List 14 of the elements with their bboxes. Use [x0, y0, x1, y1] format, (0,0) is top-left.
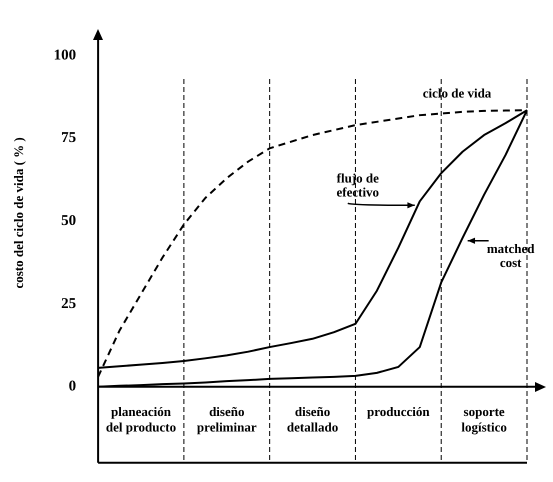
x-tick-label: diseño detallado	[286, 404, 338, 435]
series-label: ciclo de vida	[422, 86, 492, 101]
y-tick-label: 100	[54, 47, 76, 64]
y-tick-label: 50	[61, 213, 76, 230]
x-tick-label: producción	[367, 404, 430, 419]
y-tick-label: 75	[61, 130, 76, 146]
x-tick-label: diseño preliminar	[196, 404, 257, 435]
x-tick-label: planeación del producto	[106, 404, 176, 435]
legend-label: matched cost	[486, 241, 536, 270]
y-tick-label: 25	[61, 296, 76, 312]
x-tick-label: soporte logístico	[461, 404, 507, 435]
y-tick-label: 0	[68, 378, 76, 395]
y-axis-title: costo del ciclo de vida ( % )	[11, 137, 26, 289]
text: flujo de efectivo	[336, 170, 380, 200]
